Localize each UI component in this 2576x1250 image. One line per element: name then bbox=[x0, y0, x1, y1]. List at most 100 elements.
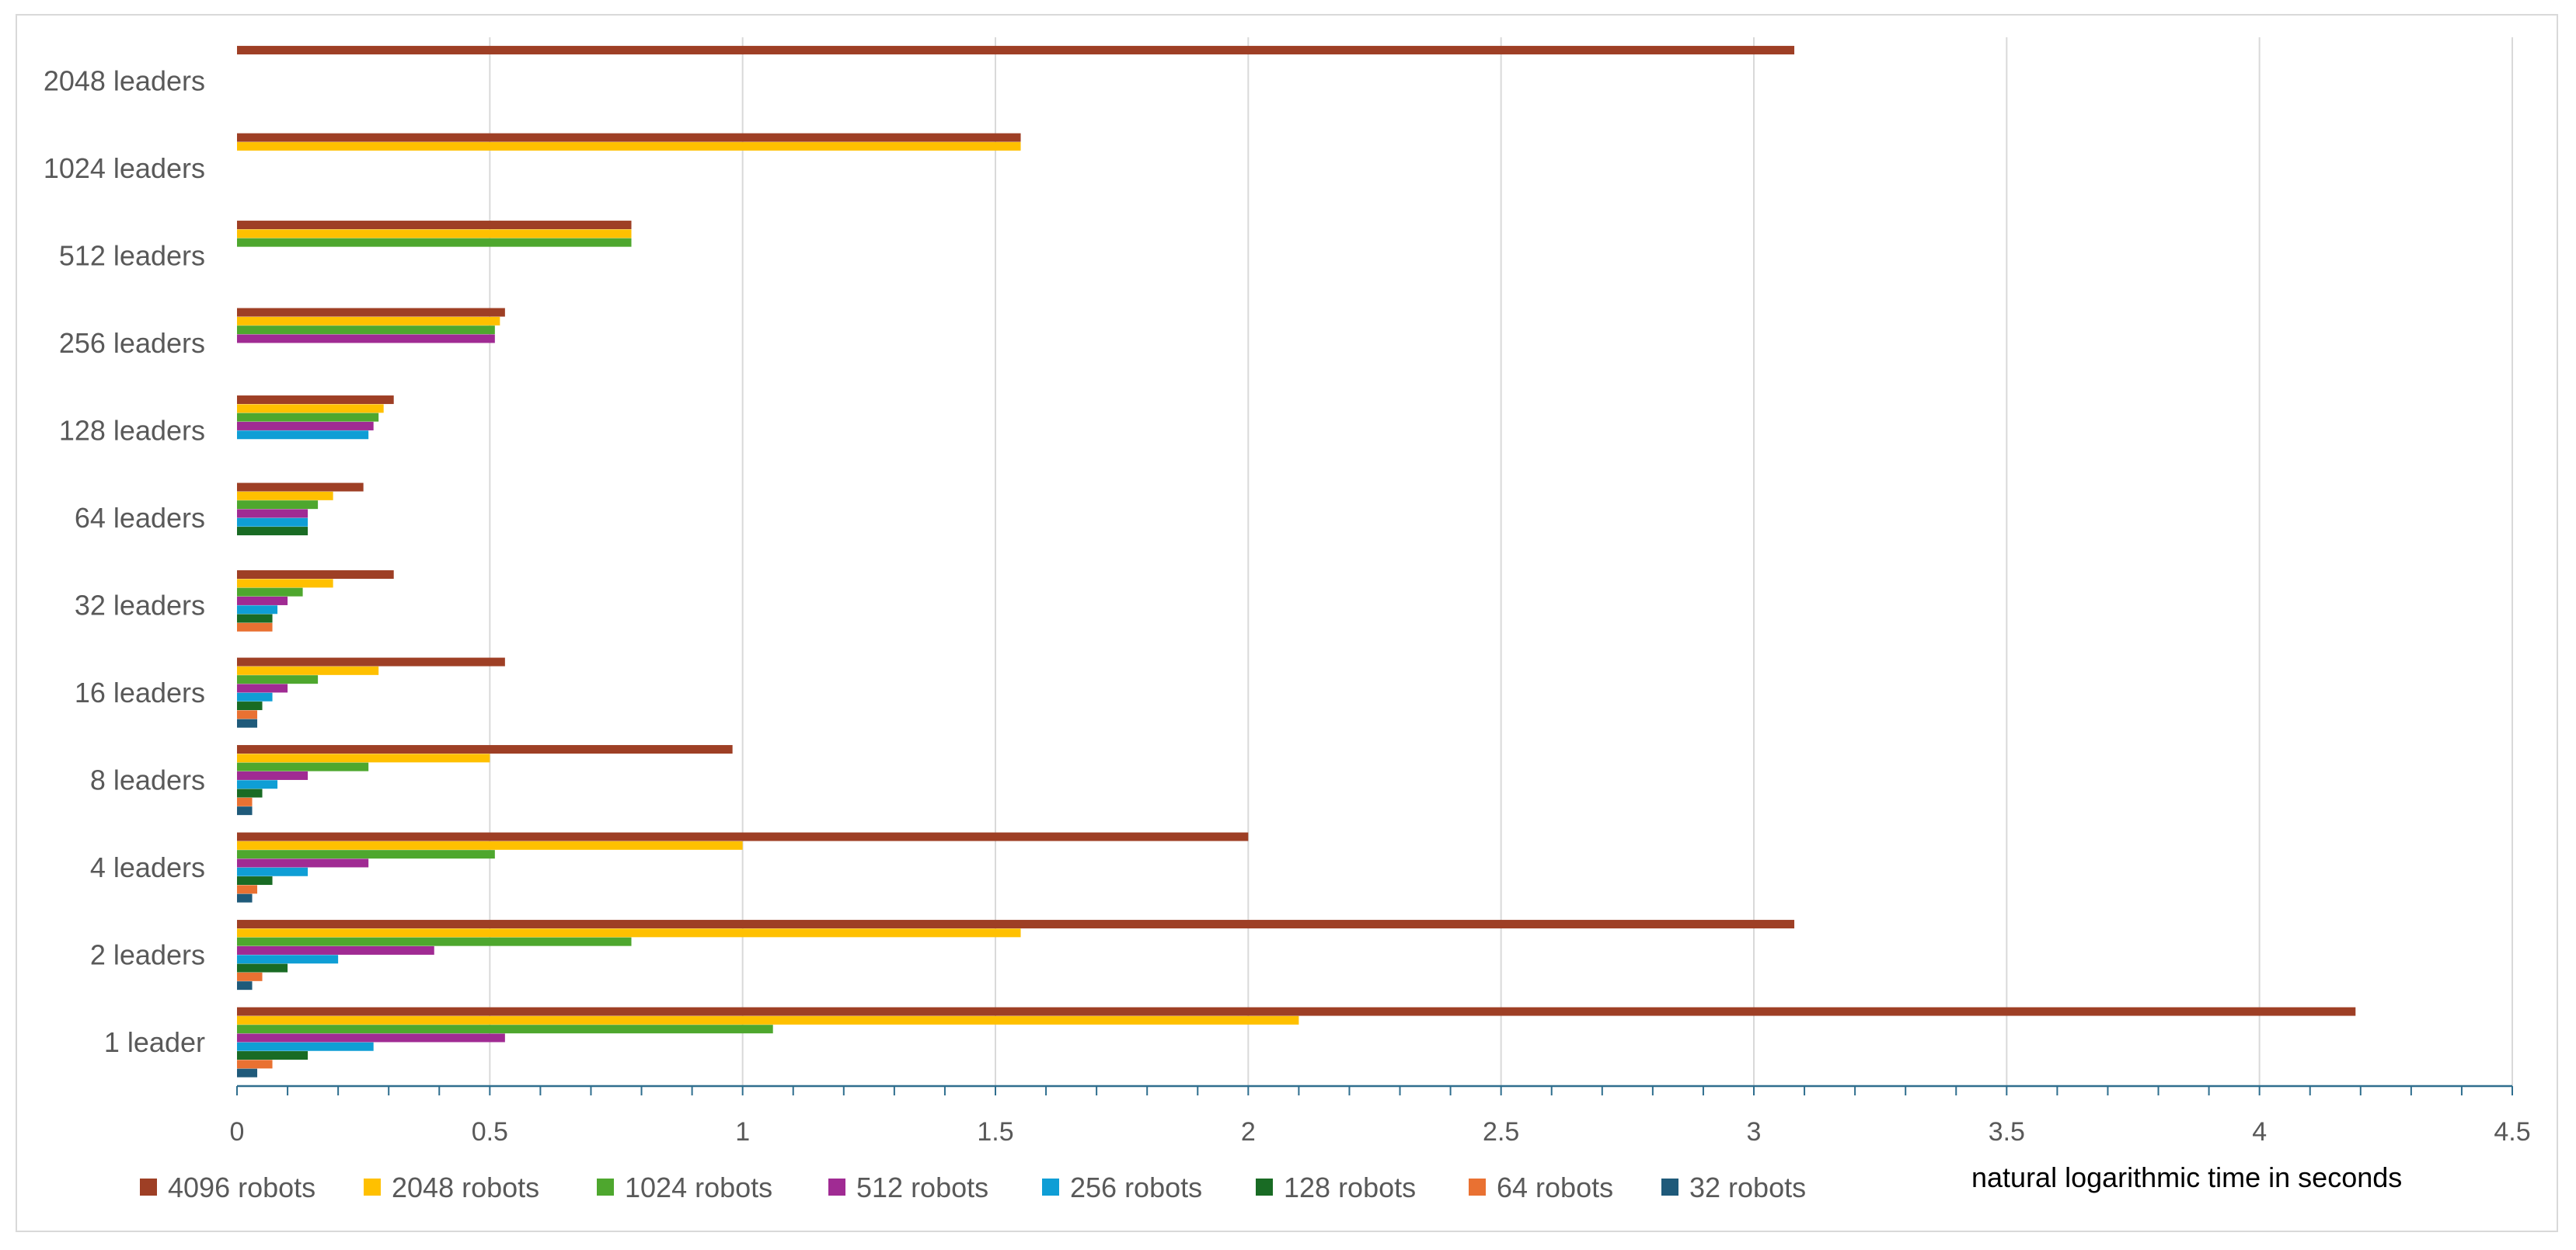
legend-label: 4096 robots bbox=[168, 1172, 315, 1203]
bar bbox=[237, 702, 263, 711]
legend-swatch bbox=[1256, 1179, 1273, 1196]
legend-swatch bbox=[1661, 1179, 1678, 1196]
bar bbox=[237, 491, 333, 500]
legend-item: 32 robots bbox=[1661, 1172, 1806, 1203]
gridlines bbox=[489, 37, 2513, 1086]
bar bbox=[237, 221, 632, 230]
bar bbox=[237, 797, 253, 806]
x-tick-label: 2.5 bbox=[1483, 1117, 1519, 1147]
legend-swatch bbox=[828, 1179, 845, 1196]
category-label: 256 leaders bbox=[59, 327, 205, 359]
bar bbox=[237, 229, 632, 239]
bar bbox=[237, 421, 374, 430]
bar bbox=[237, 972, 263, 981]
legend-swatch bbox=[140, 1179, 157, 1196]
bar bbox=[237, 614, 273, 623]
bar bbox=[237, 587, 303, 597]
bar bbox=[237, 308, 505, 317]
category-label: 16 leaders bbox=[75, 677, 205, 709]
x-tick-label: 2 bbox=[1241, 1117, 1256, 1147]
legend-item: 1024 robots bbox=[597, 1172, 772, 1203]
legend-item: 4096 robots bbox=[140, 1172, 315, 1203]
category-label: 128 leaders bbox=[59, 414, 205, 446]
legend-label: 2048 robots bbox=[392, 1172, 539, 1203]
bar bbox=[237, 1042, 374, 1051]
category-label: 2048 leaders bbox=[44, 64, 205, 96]
bar bbox=[237, 605, 278, 615]
bar bbox=[237, 981, 253, 991]
bar bbox=[237, 334, 495, 343]
tick-labels: 0 0.5 1 1.5 2 2.5 3 3.5 4 4.5 bbox=[230, 1117, 2531, 1147]
category-label: 4 leaders bbox=[90, 851, 205, 883]
bar bbox=[237, 500, 319, 510]
bar bbox=[237, 876, 273, 886]
bar bbox=[237, 1025, 773, 1034]
legend-label: 32 robots bbox=[1689, 1172, 1806, 1203]
legend-item: 2048 robots bbox=[364, 1172, 539, 1203]
legend-swatch bbox=[597, 1179, 614, 1196]
bar bbox=[237, 666, 379, 675]
bar bbox=[237, 832, 1249, 841]
bar bbox=[237, 710, 258, 719]
bar bbox=[237, 509, 308, 518]
bar bbox=[237, 579, 333, 588]
bar bbox=[237, 46, 1795, 55]
legend-label: 64 robots bbox=[1497, 1172, 1613, 1203]
bars bbox=[237, 46, 2356, 1078]
bar bbox=[237, 885, 258, 894]
bar bbox=[237, 754, 490, 763]
bar bbox=[237, 684, 288, 693]
bar bbox=[237, 1060, 273, 1069]
bar bbox=[237, 920, 1795, 929]
legend-swatch bbox=[1469, 1179, 1486, 1196]
bar bbox=[237, 482, 364, 492]
bar bbox=[237, 780, 278, 789]
bar bbox=[237, 675, 319, 684]
chart-frame bbox=[16, 14, 2558, 1232]
bar bbox=[237, 1033, 505, 1043]
bar bbox=[237, 1068, 258, 1078]
bar bbox=[237, 841, 743, 850]
category-label: 2 leaders bbox=[90, 938, 205, 970]
bar bbox=[237, 1051, 308, 1060]
x-tick-label: 1.5 bbox=[977, 1117, 1013, 1147]
x-tick-label: 1 bbox=[735, 1117, 750, 1147]
x-tick-label: 0 bbox=[230, 1117, 245, 1147]
bar bbox=[237, 745, 733, 754]
bar bbox=[237, 430, 369, 440]
x-tick-label: 0.5 bbox=[472, 1117, 508, 1147]
legend-swatch bbox=[1042, 1179, 1059, 1196]
category-label: 512 leaders bbox=[59, 239, 205, 271]
bar bbox=[237, 238, 632, 247]
bar bbox=[237, 596, 288, 605]
bar bbox=[237, 141, 1021, 151]
bar bbox=[237, 622, 273, 632]
bar bbox=[237, 928, 1021, 938]
bar bbox=[237, 692, 273, 702]
legend-swatch bbox=[364, 1179, 381, 1196]
bar bbox=[237, 1015, 1299, 1025]
bar bbox=[237, 404, 384, 413]
bar bbox=[237, 806, 253, 816]
category-label: 8 leaders bbox=[90, 764, 205, 796]
legend-item: 128 robots bbox=[1256, 1172, 1416, 1203]
bar bbox=[237, 945, 434, 955]
bar bbox=[237, 858, 369, 868]
category-label: 1 leader bbox=[104, 1026, 205, 1058]
legend-label: 256 robots bbox=[1070, 1172, 1202, 1203]
x-tick-label: 3 bbox=[1747, 1117, 1762, 1147]
bar bbox=[237, 657, 505, 667]
bar bbox=[237, 719, 258, 728]
bar bbox=[237, 771, 308, 780]
category-labels: 1 leader 2 leaders 4 leaders 8 leaders 16 le… bbox=[44, 64, 205, 1058]
bar bbox=[237, 850, 495, 859]
bar bbox=[237, 789, 263, 798]
bar bbox=[237, 893, 253, 903]
category-label: 32 leaders bbox=[75, 589, 205, 621]
bar bbox=[237, 527, 308, 536]
category-label: 64 leaders bbox=[75, 502, 205, 534]
bar bbox=[237, 1007, 2356, 1016]
axes bbox=[236, 1085, 2513, 1095]
bar bbox=[237, 570, 394, 580]
